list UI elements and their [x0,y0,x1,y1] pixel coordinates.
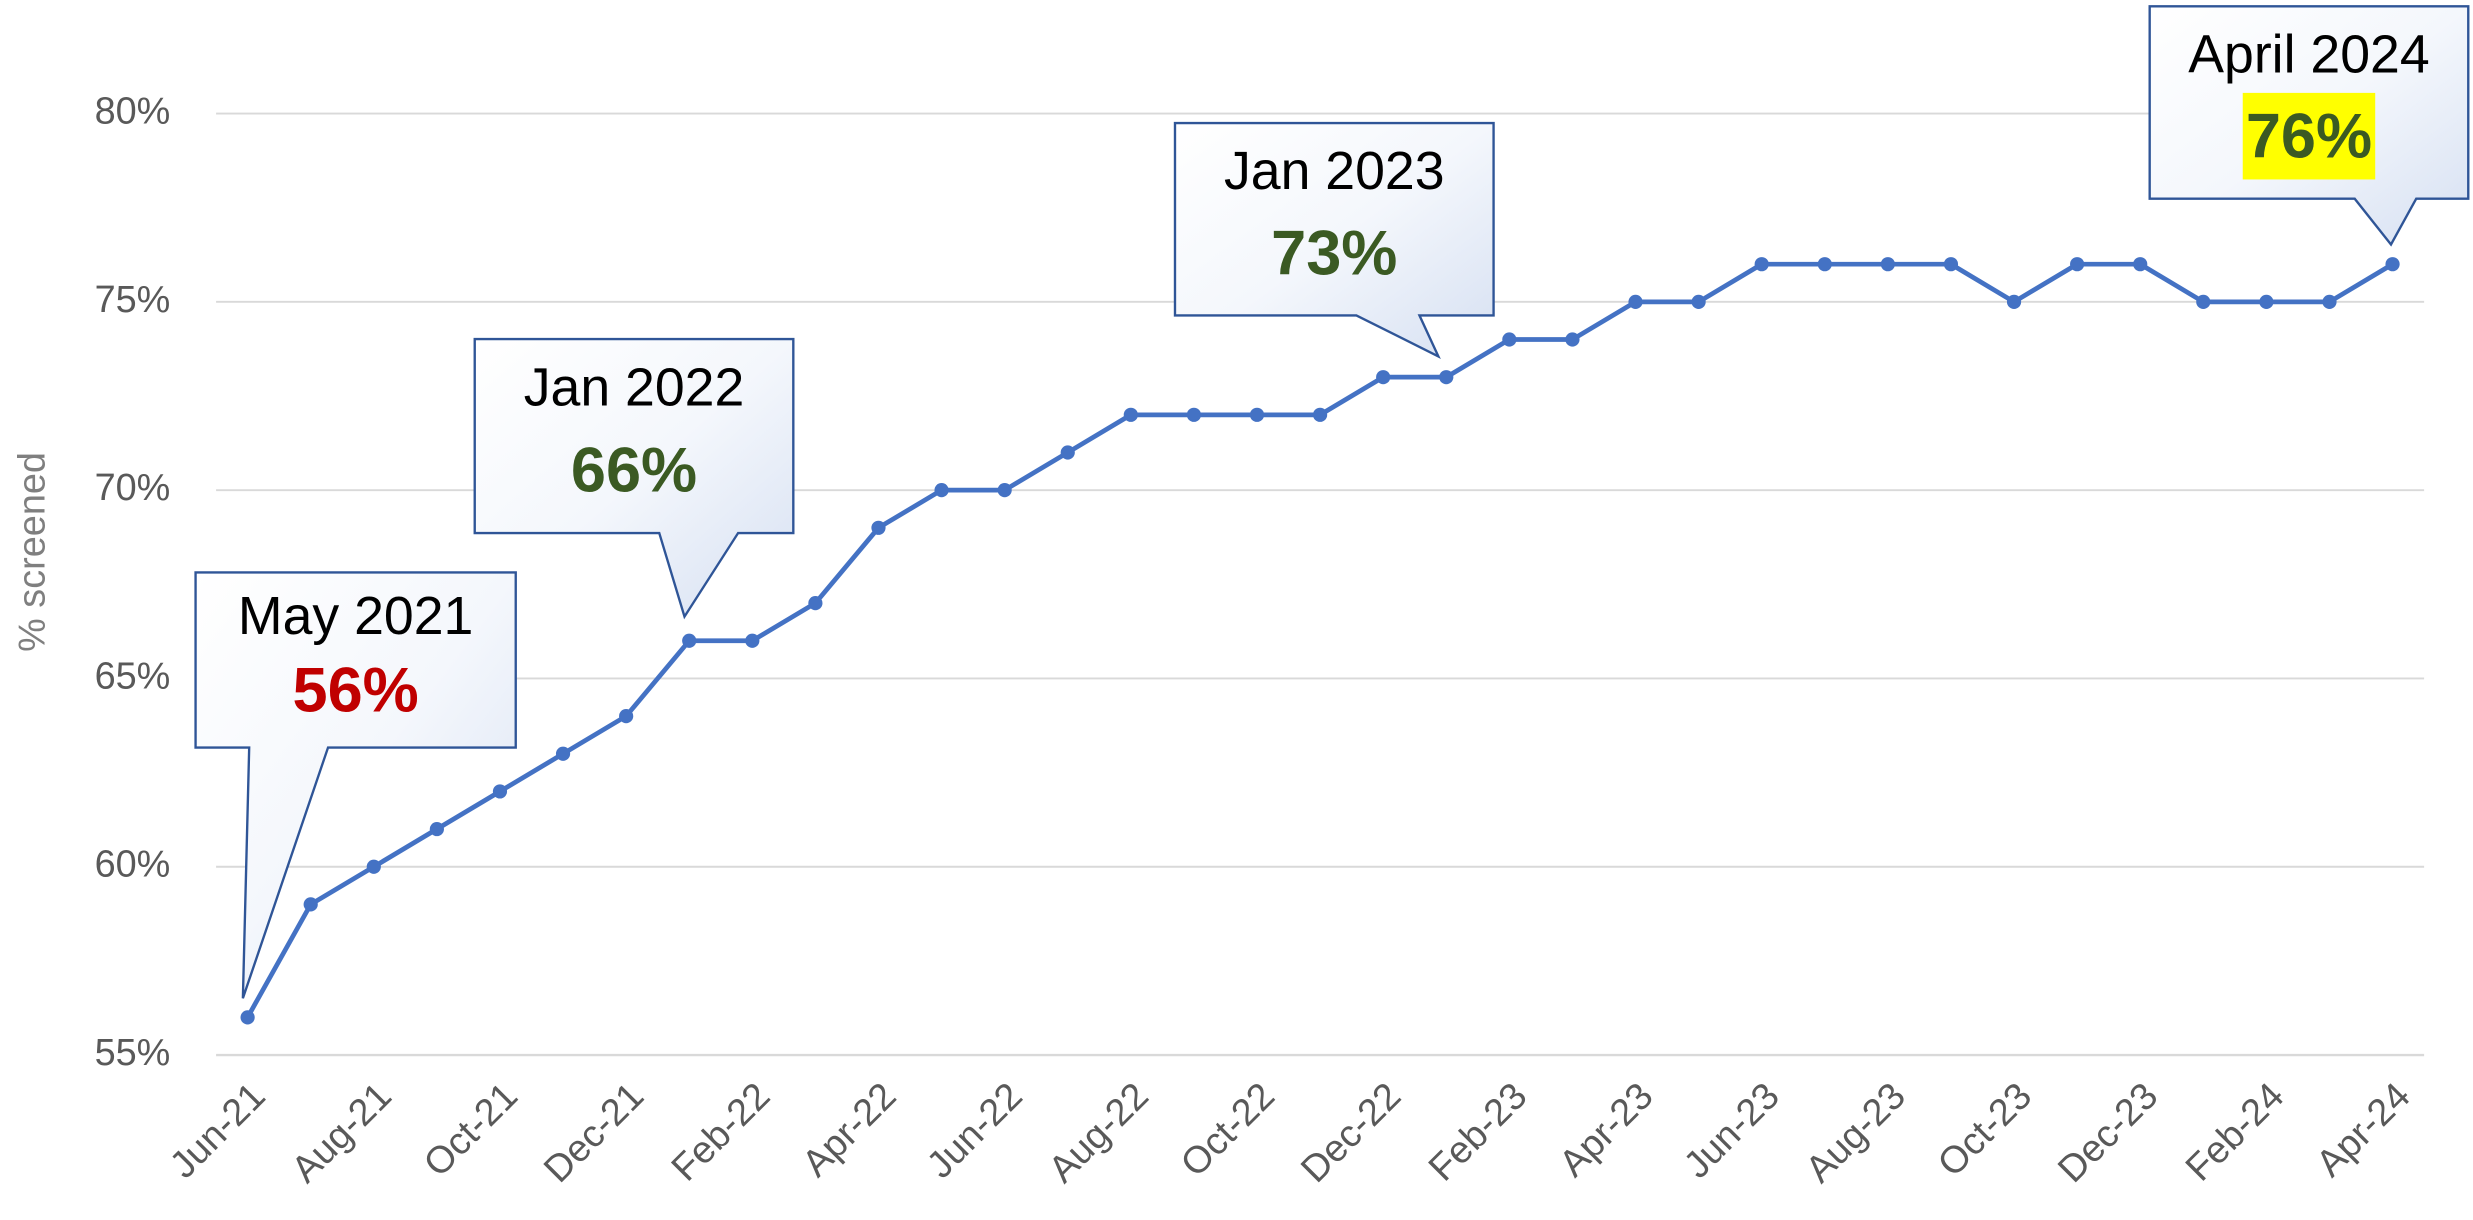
point [2322,294,2337,309]
point [429,821,444,837]
point [1943,257,1959,272]
x-tick-label: Aug-22 [1041,1075,1157,1191]
point [492,784,508,799]
point [1691,294,1706,309]
callout: Jan 2022 66% [473,337,795,620]
x-tick-label: Feb-24 [2178,1075,2293,1189]
series [240,257,2400,1025]
x-tick-label: Aug-23 [1798,1075,1914,1191]
point [1439,370,1454,385]
point [934,483,949,498]
y-tick-label: 65% [95,655,171,697]
y-tick-label: 55% [95,1032,171,1074]
x-tick-label: Apr-24 [2309,1075,2419,1185]
callouts: May 2021 56% Jan 2022 66% Jan 2023 73% April 2… [194,5,2470,999]
point [1880,257,1895,272]
point [1123,407,1138,422]
x-tick-label: Feb-23 [1421,1075,1536,1189]
callout-value: 66% [571,436,697,506]
x-tick-label: Oct-21 [416,1075,526,1185]
callout-title: Jan 2022 [524,358,745,418]
y-tick-label: 70% [95,467,171,509]
callout-box [1173,121,1495,359]
point [1754,257,1769,272]
point [555,746,571,761]
point [2006,294,2022,309]
callout-value: 76% [2246,102,2372,172]
x-tick-label: Apr-22 [795,1075,905,1185]
x-tick-labels: Jun-21 Aug-21 Oct-21 Dec-21 Feb-22 Apr-22 Jun-… [162,1075,2418,1191]
point [1628,294,1643,309]
x-tick-label: Oct-22 [1173,1075,1283,1185]
x-tick-label: Feb-22 [664,1075,779,1189]
callout: May 2021 56% [194,571,517,999]
x-tick-label: Aug-21 [284,1075,400,1191]
x-tick-label: Oct-23 [1930,1075,2040,1185]
point [871,520,886,535]
x-tick-label: Jun-23 [1676,1075,1788,1187]
point [1376,370,1391,385]
point [808,596,823,611]
point [2196,294,2211,309]
x-tick-label: Apr-23 [1552,1075,1662,1185]
callout-title: April 2024 [2188,24,2429,84]
point [2259,294,2274,309]
callout: April 2024 76% [2148,5,2470,247]
point [619,709,634,724]
point [1817,257,1832,272]
y-axis-title: % screened [12,452,54,652]
point [1502,332,1517,347]
x-tick-label: Dec-21 [536,1075,652,1191]
y-tick-label: 75% [95,279,171,321]
y-tick-label: 60% [95,844,171,886]
x-tick-label: Dec-22 [1293,1075,1409,1191]
point [682,633,697,648]
x-tick-label: Jun-22 [919,1075,1031,1187]
point [745,633,760,648]
point [1312,407,1328,422]
point [303,897,318,912]
point [1060,445,1075,460]
x-tick-label: Jun-21 [162,1075,274,1187]
point [997,483,1012,498]
highlight [2242,92,2376,180]
point [2385,257,2400,272]
callout-title: Jan 2023 [1224,141,1445,201]
point [1186,407,1202,422]
point [366,859,381,874]
callout-box [194,571,517,999]
callout: Jan 2023 73% [1173,121,1495,359]
point [1249,407,1265,422]
callout-title: May 2021 [238,586,473,646]
point [1565,332,1580,347]
callout-box [473,337,795,620]
point [240,1010,255,1025]
point [2070,257,2085,272]
point [2133,257,2148,272]
x-tick-label: Dec-23 [2050,1075,2166,1191]
y-tick-label: 80% [95,91,171,133]
callout-value: 56% [293,656,419,726]
callout-value: 73% [1271,218,1397,288]
